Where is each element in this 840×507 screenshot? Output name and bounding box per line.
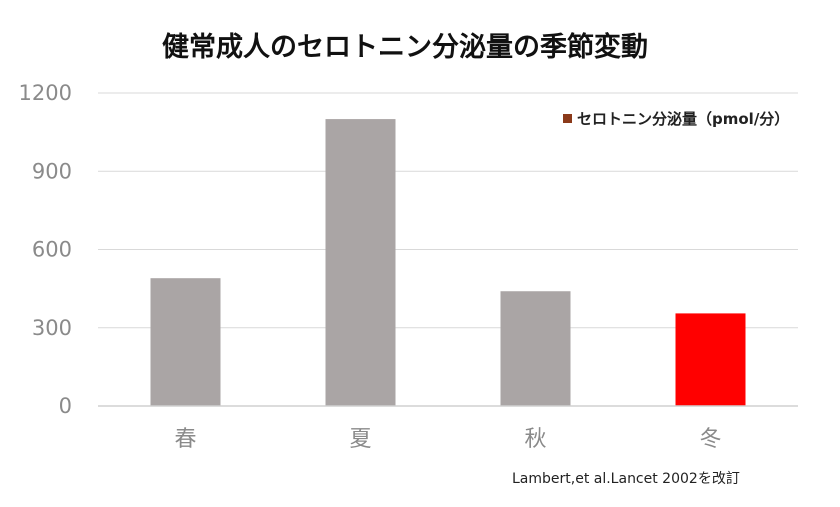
bar (150, 278, 221, 406)
legend: セロトニン分泌量（pmol/分） (563, 110, 789, 128)
bar (500, 291, 571, 406)
x-axis-categories: 春夏秋冬 (174, 427, 721, 452)
bar (325, 119, 396, 406)
legend-swatch (563, 114, 572, 123)
y-tick-label: 900 (32, 159, 72, 183)
source-citation: Lambert,et al.Lancet 2002を改訂 (512, 471, 740, 487)
y-tick-label: 600 (32, 238, 72, 262)
bar (675, 313, 746, 406)
y-tick-label: 300 (32, 316, 72, 340)
y-tick-label: 1200 (19, 81, 72, 105)
x-tick-label: 夏 (349, 427, 371, 452)
x-tick-label: 秋 (524, 427, 546, 452)
chart-title: 健常成人のセロトニン分泌量の季節変動 (162, 31, 648, 63)
x-tick-label: 春 (174, 427, 196, 452)
y-tick-label: 0 (59, 394, 72, 418)
x-tick-label: 冬 (699, 427, 721, 452)
legend-label: セロトニン分泌量（pmol/分） (577, 110, 789, 128)
y-axis-ticks: 0 300 600 900 1200 (19, 81, 72, 418)
bars (150, 119, 746, 406)
